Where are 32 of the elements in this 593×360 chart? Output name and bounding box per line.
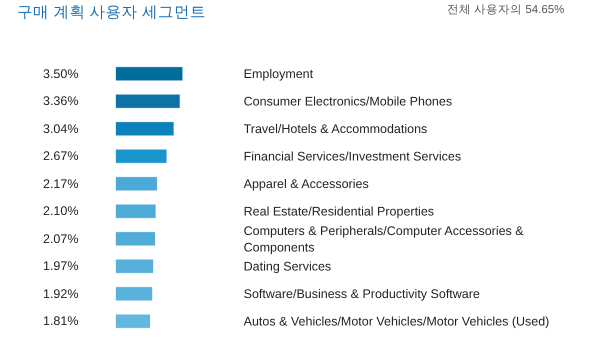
data-label: 2.17% [43, 177, 78, 191]
y-tick-label: Employment [244, 67, 314, 82]
bar [116, 204, 156, 218]
y-tick-label: Travel/Hotels & Accommodations [244, 122, 428, 136]
data-label: 2.07% [43, 232, 78, 246]
y-tick-label: Consumer Electronics/Mobile Phones [244, 94, 452, 109]
bar [116, 176, 158, 191]
y-tick-label: Software/Business & Productivity Software [244, 287, 480, 302]
chart-title: 구매 계획 사용자 세그먼트 [17, 4, 206, 21]
y-tick-label: Computers & Peripherals/Computer Accessories & Components [244, 224, 524, 254]
bar [116, 149, 168, 164]
data-label: 2.10% [43, 204, 78, 218]
y-tick-label: Autos & Vehicles/Motor Vehicles/Motor Vehicles (Used) [244, 314, 550, 329]
bar [116, 314, 151, 328]
bar [116, 66, 183, 81]
text: 전체 사용자의 54.65% [447, 4, 564, 16]
y-tick-label: Financial Services/Investment Services [244, 150, 462, 164]
y-tick-label: Apparel & Accessories [244, 177, 369, 192]
bar [116, 232, 156, 246]
bar [116, 286, 153, 301]
data-label: 1.81% [43, 314, 78, 328]
data-label: 1.92% [43, 287, 78, 301]
bar [116, 259, 154, 274]
bar [116, 122, 174, 136]
data-label: 3.36% [43, 94, 78, 108]
bar [116, 94, 180, 108]
data-label: 1.97% [43, 259, 78, 273]
y-tick-label: Real Estate/Residential Properties [244, 204, 434, 219]
data-label: 3.50% [43, 67, 78, 81]
data-label: 2.67% [43, 149, 78, 163]
y-tick-label: Dating Services [244, 260, 332, 274]
data-label: 3.04% [43, 122, 78, 136]
